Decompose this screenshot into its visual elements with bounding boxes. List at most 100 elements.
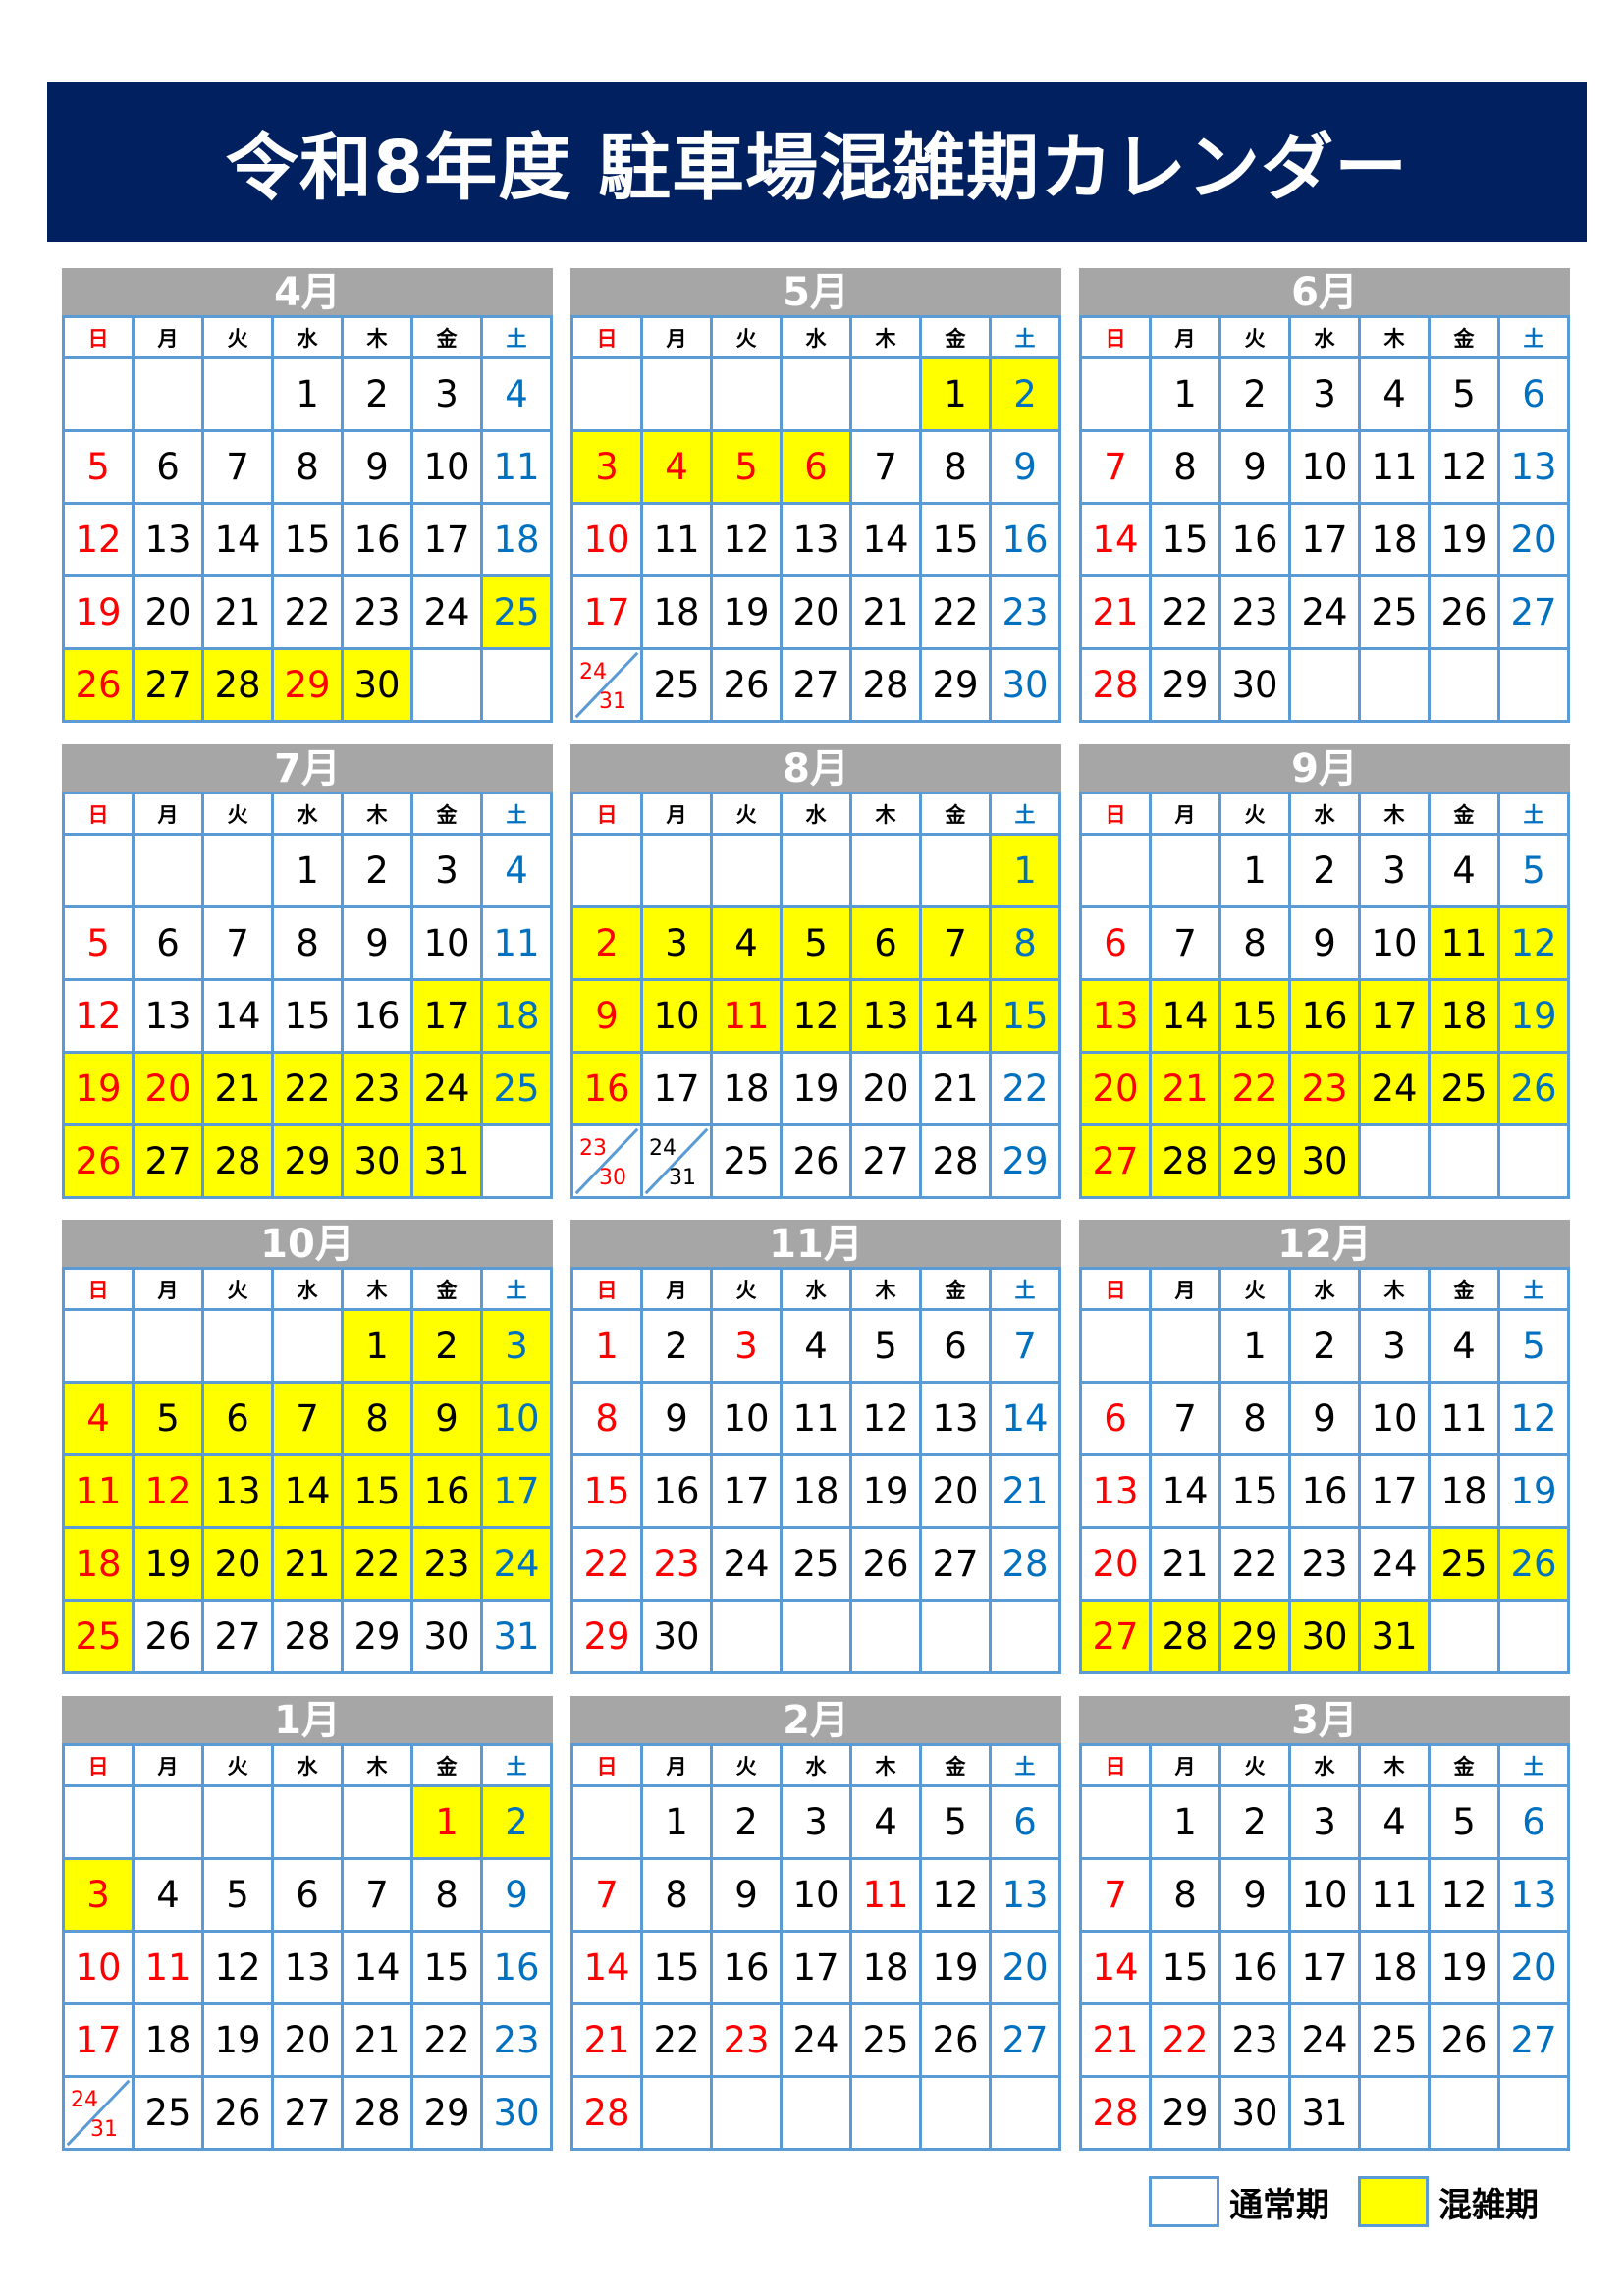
day-number: 23	[653, 1543, 700, 1585]
day-cell: 2	[344, 836, 413, 908]
day-cell: 2	[413, 1311, 483, 1384]
day-number: 26	[75, 1140, 122, 1182]
day-number: 9	[665, 1397, 688, 1440]
day-number: 8	[1243, 922, 1267, 964]
day-number: 27	[144, 1140, 191, 1182]
empty-cell	[65, 1311, 135, 1384]
diagonal-divider	[643, 1126, 710, 1196]
day-cell: 21	[344, 2005, 413, 2078]
month-8: 11月日月火水木金土 1 2 3 4 5 6 7 8 9 10 11 12 13 14 15 16 17 18 19 2…	[570, 1220, 1061, 1674]
day-cell: 20	[1082, 1054, 1152, 1126]
day-number: 19	[723, 591, 770, 633]
day-number: 8	[1173, 446, 1197, 488]
day-number: 7	[296, 1397, 319, 1440]
day-number: 21	[1162, 1067, 1209, 1110]
day-number: 2	[435, 1325, 459, 1367]
day-number: 30	[1231, 2092, 1278, 2134]
day-number: 21	[583, 2019, 630, 2061]
day-cell: 6	[204, 1384, 274, 1456]
day-number: 4	[874, 1801, 897, 1843]
day-cell: 18	[713, 1054, 783, 1126]
day-cell: 27	[1082, 1602, 1152, 1674]
day-number: 17	[75, 2019, 122, 2061]
day-cell: 21	[1082, 577, 1152, 650]
day-number: 15	[353, 1470, 401, 1512]
weekday-header: 火	[1221, 318, 1291, 359]
day-cell: 9	[344, 908, 413, 981]
day-cell: 29	[274, 1126, 344, 1199]
day-cell: 26	[1500, 1529, 1570, 1602]
day-number: 30	[1301, 1140, 1348, 1182]
day-number: 25	[75, 1615, 122, 1658]
day-number: 30	[423, 1615, 470, 1658]
empty-cell	[274, 1787, 344, 1860]
empty-cell	[344, 1787, 413, 1860]
day-cell: 23	[1221, 2005, 1291, 2078]
day-cell: 26	[1431, 577, 1500, 650]
day-cell: 13	[852, 981, 922, 1054]
weekday-header: 土	[1500, 794, 1570, 836]
day-cell: 9	[1291, 908, 1361, 981]
day-number: 25	[1371, 591, 1418, 633]
day-number: 19	[792, 1067, 839, 1110]
day-number: 30	[1001, 664, 1049, 706]
day-cell: 12	[135, 1456, 204, 1529]
day-number: 28	[1001, 1543, 1049, 1585]
empty-cell	[783, 836, 852, 908]
month-header: 3月	[1079, 1696, 1570, 1743]
day-cell: 1	[344, 1311, 413, 1384]
day-number: 12	[1510, 1397, 1557, 1440]
day-cell: 27	[274, 2078, 344, 2151]
day-cell: 14	[274, 1456, 344, 1529]
day-number: 26	[1440, 591, 1488, 633]
day-number-second: 31	[599, 689, 626, 714]
day-cell: 4	[1361, 1787, 1431, 1860]
day-number-first: 24	[579, 660, 607, 684]
day-cell: 2	[344, 359, 413, 432]
day-number: 4	[1382, 1801, 1406, 1843]
day-number: 4	[86, 1397, 110, 1440]
day-number: 7	[226, 922, 249, 964]
day-cell: 1	[274, 359, 344, 432]
day-cell: 5	[783, 908, 852, 981]
month-grid: 日月火水木金土 1 2 3 4 5 6 7 8 9 10 11 12 13 14 15 16 17 18 19 20 21…	[62, 1267, 553, 1674]
empty-cell	[1082, 836, 1152, 908]
day-cell: 1	[643, 1787, 713, 1860]
month-grid: 日月火水木金土 1 2 3 4 5 6 7 8 9 10 11 12 13 14 15 16 17 18 19 20 21…	[1079, 1267, 1570, 1674]
day-number-second: 31	[90, 2117, 118, 2142]
day-cell: 17	[1361, 981, 1431, 1054]
day-number: 5	[944, 1801, 967, 1843]
weekday-header: 金	[922, 794, 992, 836]
day-number: 11	[493, 922, 540, 964]
day-number: 18	[493, 995, 540, 1037]
weekday-header: 月	[643, 1270, 713, 1311]
day-cell: 21	[204, 577, 274, 650]
day-number: 1	[435, 1801, 459, 1843]
day-cell: 25	[483, 577, 553, 650]
day-cell: 15	[922, 505, 992, 577]
day-cell: 8	[1152, 1860, 1221, 1933]
day-number: 22	[423, 2019, 470, 2061]
day-number: 6	[1104, 1397, 1127, 1440]
day-cell: 3	[1291, 359, 1361, 432]
day-cell: 17	[413, 505, 483, 577]
day-number: 27	[1092, 1615, 1139, 1658]
day-cell: 8	[344, 1384, 413, 1456]
day-number: 27	[1001, 2019, 1049, 2061]
day-cell: 7	[573, 1860, 643, 1933]
weekday-header: 日	[1082, 1270, 1152, 1311]
month-header: 7月	[62, 744, 553, 792]
day-cell: 7	[274, 1384, 344, 1456]
day-cell: 2	[643, 1311, 713, 1384]
day-number: 18	[144, 2019, 191, 2061]
day-number: 15	[284, 995, 331, 1037]
weekday-header: 土	[1500, 318, 1570, 359]
day-cell: 6	[274, 1860, 344, 1933]
weekday-header: 日	[1082, 1746, 1152, 1787]
day-number: 17	[653, 1067, 700, 1110]
month-grid: 日月火水木金土 1 2 3 4 5 6 7 8 9 10 11 12 13 14 15 16 17 18 19 20 21…	[1079, 792, 1570, 1199]
day-number: 22	[653, 2019, 700, 2061]
weekday-header: 火	[1221, 794, 1291, 836]
day-cell: 3	[713, 1311, 783, 1384]
day-cell: 10	[1291, 1860, 1361, 1933]
